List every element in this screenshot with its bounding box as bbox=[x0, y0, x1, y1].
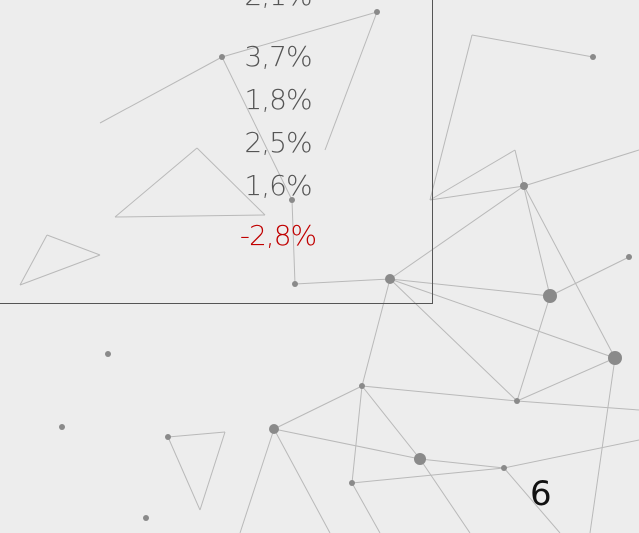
value: -2,8% bbox=[239, 219, 317, 252]
table-frame bbox=[0, 0, 433, 304]
value: 2,1% bbox=[200, 0, 356, 12]
value: 1,6% bbox=[244, 169, 312, 202]
value: 2,5% bbox=[244, 126, 312, 159]
page-number: 6 bbox=[530, 474, 552, 514]
value: 1,8% bbox=[244, 83, 312, 116]
value: 3,7% bbox=[244, 40, 312, 73]
